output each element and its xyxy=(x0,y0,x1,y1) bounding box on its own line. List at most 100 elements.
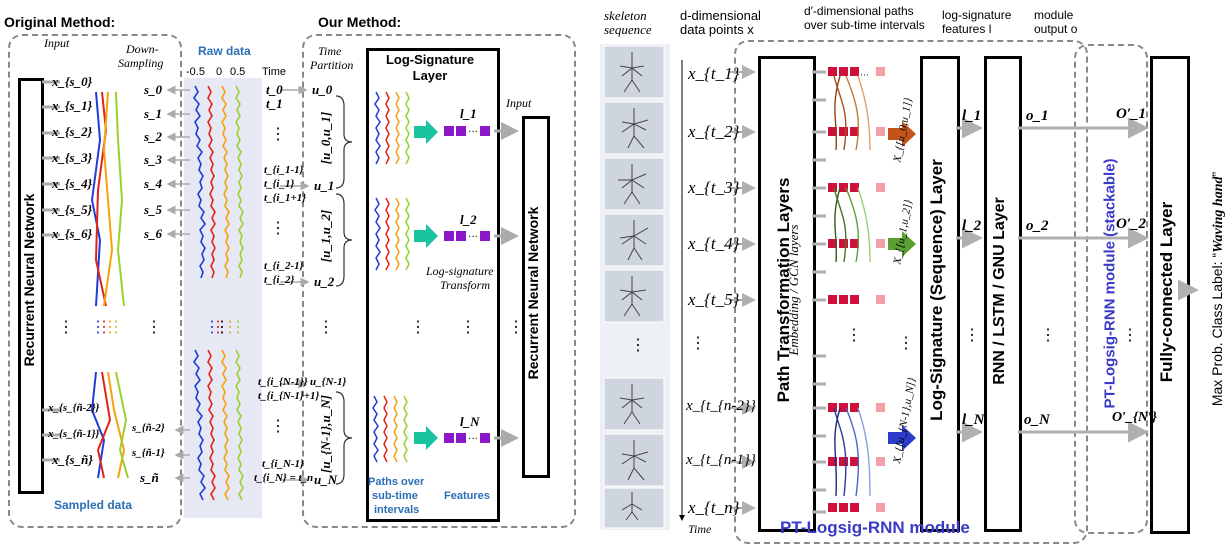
o-prime-2-label: O′_2 xyxy=(1116,216,1147,232)
x-t2-label: x_{t_2} xyxy=(688,122,740,141)
o-1-label: o_1 xyxy=(1026,108,1049,124)
log-signature-features-label-2: features l xyxy=(942,22,992,36)
tick-zero: 0 xyxy=(216,66,223,78)
x-label-s0: x_{s_0} xyxy=(52,74,93,89)
x-label-s4: x_{s_4} xyxy=(52,176,93,191)
rnn-box-left xyxy=(18,78,44,494)
svg-text:⋮: ⋮ xyxy=(846,327,862,344)
x-label-s2: x_{s_2} xyxy=(52,124,93,139)
rnn-lstm-box xyxy=(984,56,1022,532)
s-label-1: s_1 xyxy=(144,106,163,121)
x-label-sn-2: x_{s_{ñ-2}} xyxy=(48,402,100,414)
svg-text:⋮: ⋮ xyxy=(1040,327,1056,344)
raw-data-panel xyxy=(184,78,262,518)
x-label-s6: x_{s_6} xyxy=(52,226,93,241)
t-label-iN: t_{i_N} = t_n xyxy=(254,472,314,484)
svg-text:⋮: ⋮ xyxy=(508,319,524,336)
down-sampling-label-1: Down- xyxy=(126,42,159,56)
svg-text:⋮: ⋮ xyxy=(460,319,476,336)
s-label-5: s_5 xyxy=(144,202,163,217)
original-method-box xyxy=(8,34,182,528)
log-signature-transform-1: Log-signature xyxy=(426,264,494,278)
path-transformation-box xyxy=(758,56,816,532)
sub-path-cluster-3 xyxy=(372,395,408,463)
svg-text:⋮: ⋮ xyxy=(214,319,230,336)
s-label-0: s_0 xyxy=(144,82,163,97)
svg-text:⋮: ⋮ xyxy=(898,335,914,352)
input-label: Input xyxy=(44,36,70,50)
u-label-2: u_2 xyxy=(314,274,335,289)
sub-path-cluster-1 xyxy=(374,91,410,165)
t-dots-2: ⋮ xyxy=(270,220,286,237)
l-N-label: l_N xyxy=(962,412,985,428)
d-dimensional-label-2: data points x xyxy=(680,22,754,37)
x-tn-1-label: x_{t_{n-1}} xyxy=(686,452,756,468)
down-sampling-label-2: Sampling xyxy=(118,56,164,70)
log-signature-sequence-box xyxy=(920,56,960,532)
s-label-n-1: s_{ñ-1} xyxy=(132,447,165,459)
d-dimensional-label-1: d-dimensional xyxy=(680,8,761,23)
t-label-iN-1+1: t_{i_{N-1}+1} xyxy=(258,390,320,402)
x-label-sn-1: x_{s_{ñ-1}} xyxy=(48,428,100,440)
l-label-1-left: l_1 xyxy=(460,106,477,121)
tick-half: 0.5 xyxy=(230,66,246,78)
x-label-s3: x_{s_3} xyxy=(52,150,93,165)
s-label-4: s_4 xyxy=(144,176,163,191)
svg-text:⋮: ⋮ xyxy=(96,319,112,336)
module-output-label-1: module xyxy=(1034,8,1074,22)
t-label-iN-1: t_{i_{N-1}} xyxy=(258,376,308,388)
t-label-i1-1: t_{i_1-1} xyxy=(264,164,304,176)
svg-text:⋮: ⋮ xyxy=(102,319,118,336)
dprime-label-2: over sub-time intervals xyxy=(804,18,925,32)
log-signature-layer-title-2: Layer xyxy=(412,68,448,83)
l-1-label: l_1 xyxy=(962,108,982,124)
t-dots-1: ⋮ xyxy=(270,126,286,143)
svg-text:⋮: ⋮ xyxy=(1122,327,1138,344)
x-t1-label: x_{t_1} xyxy=(688,64,740,83)
log-signature-features-label-1: log-signature xyxy=(942,8,1012,22)
t-label-i2: t_{i_2} xyxy=(264,274,295,286)
t-label-i1: t_{i_1} xyxy=(264,178,295,190)
sampled-data-label: Sampled data xyxy=(54,498,133,512)
original-method-heading: Original Method: xyxy=(4,14,116,30)
u-label-1: u_1 xyxy=(314,178,335,193)
left-graphics: ⋮ ⋮ ⋮ ⋮ ⋮ ⋮ ⋮ ⋮⋮⋮⋮ ⋮⋮⋮⋮ xyxy=(42,80,524,501)
x-tn-2-label: x_{t_{n-2}} xyxy=(686,398,756,414)
time-axis-label: Time xyxy=(688,522,712,536)
t-label-0: t_0 xyxy=(266,82,283,97)
log-signature-transform-2: Transform xyxy=(440,278,491,292)
orange-arrow-icon xyxy=(888,121,916,147)
skeleton-sequence-label-2: sequence xyxy=(604,22,652,37)
o-N-label: o_N xyxy=(1024,412,1050,428)
blue-arrow-icon xyxy=(888,425,916,451)
svg-text:⋮: ⋮ xyxy=(90,319,106,336)
x-label-s1: x_{s_1} xyxy=(52,98,93,113)
s-label-n: s_ñ xyxy=(140,470,159,485)
paths-over-label-2: sub-time xyxy=(372,490,418,502)
svg-text:⋮: ⋮ xyxy=(630,337,646,354)
x-label-s5: x_{s_5} xyxy=(52,202,93,217)
x-tn-label: x_{t_n} xyxy=(688,498,740,517)
skeleton-figures xyxy=(618,52,649,521)
svg-text:···: ··· xyxy=(468,127,478,138)
svg-text:···: ··· xyxy=(468,434,478,445)
u-label-N-1: u_{N-1} xyxy=(310,376,347,388)
paths-over-label-1: Paths over xyxy=(368,476,425,488)
svg-text:⋮: ⋮ xyxy=(58,319,74,336)
o-prime-1-label: O′_1 xyxy=(1116,106,1147,122)
raw-data-label: Raw data xyxy=(198,44,251,58)
o-2-label: o_2 xyxy=(1026,218,1049,234)
t-dots-3: ⋮ xyxy=(270,418,286,435)
paths-over-label-3: intervals xyxy=(374,504,420,516)
s-label-2: s_2 xyxy=(144,129,163,144)
l-label-2-left: l_2 xyxy=(460,212,477,227)
u-label-0: u_0 xyxy=(312,82,333,97)
svg-text:···: ··· xyxy=(468,232,478,243)
module-name-label: PT-Logsig-RNN module xyxy=(780,518,970,537)
input-arrows-left xyxy=(42,80,60,462)
time-partition-label-1: Time xyxy=(318,44,342,58)
module-output-label-2: output o xyxy=(1034,22,1078,36)
o-prime-N-label: O′_{N′} xyxy=(1112,410,1157,425)
svg-text:⋮: ⋮ xyxy=(210,319,226,336)
